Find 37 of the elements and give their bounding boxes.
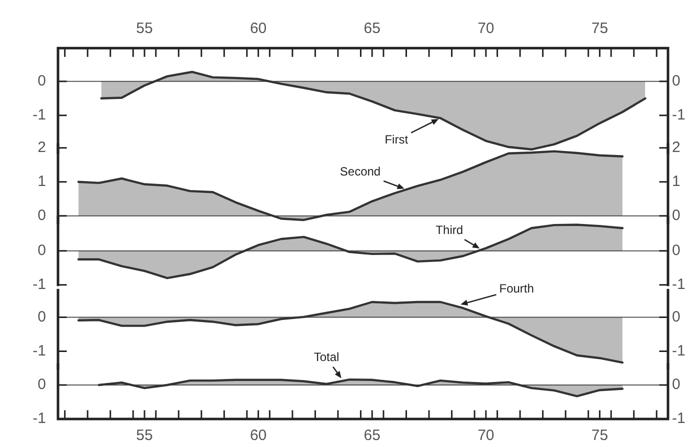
y-tick-label: 0 xyxy=(38,376,46,394)
y2-tick-label: -1 xyxy=(672,410,686,428)
x2-tick-label: 60 xyxy=(250,20,267,38)
x-tick-label: 65 xyxy=(364,427,380,444)
y2-tick-label: 0 xyxy=(672,242,680,260)
annotation: Third xyxy=(436,222,464,237)
annotation: Second xyxy=(340,164,381,179)
x2-tick-label: 65 xyxy=(364,20,380,38)
x-tick-label: 70 xyxy=(478,427,494,444)
y2-tick-label: 0 xyxy=(672,308,680,326)
y2-tick-label: -1 xyxy=(672,276,686,294)
y2-tick-label: 2 xyxy=(672,139,680,156)
y-tick-label: 0 xyxy=(38,72,46,90)
x2-tick-label: 55 xyxy=(136,20,153,38)
x2-tick-label: 70 xyxy=(478,20,494,38)
x-tick-label: 55 xyxy=(136,427,153,444)
y-tick-label: -1 xyxy=(32,106,46,124)
y2-tick-label: 0 xyxy=(672,72,680,90)
annotation: First xyxy=(384,132,409,146)
y-tick-label: 2 xyxy=(38,139,46,156)
y-tick-label: 0 xyxy=(38,242,46,260)
annotation: Total xyxy=(314,350,340,364)
y-tick-label: 1 xyxy=(38,173,46,190)
y2-tick-label: 1 xyxy=(672,173,680,190)
y-tick-label: -1 xyxy=(32,410,46,428)
annotation: Fourth xyxy=(499,281,534,296)
y-tick-label: 0 xyxy=(38,308,46,326)
y2-tick-label: 0 xyxy=(672,207,680,224)
y2-tick-label: 0 xyxy=(672,376,680,394)
x2-tick-label: 75 xyxy=(591,20,608,38)
x-tick-label: 75 xyxy=(591,427,608,444)
y2-tick-label: -1 xyxy=(672,342,686,360)
y-tick-label: -1 xyxy=(32,342,46,360)
y-tick-label: -1 xyxy=(32,276,46,294)
y-tick-label: 0 xyxy=(38,207,46,224)
x-tick-label: 60 xyxy=(250,427,267,444)
y2-tick-label: -1 xyxy=(672,106,686,124)
